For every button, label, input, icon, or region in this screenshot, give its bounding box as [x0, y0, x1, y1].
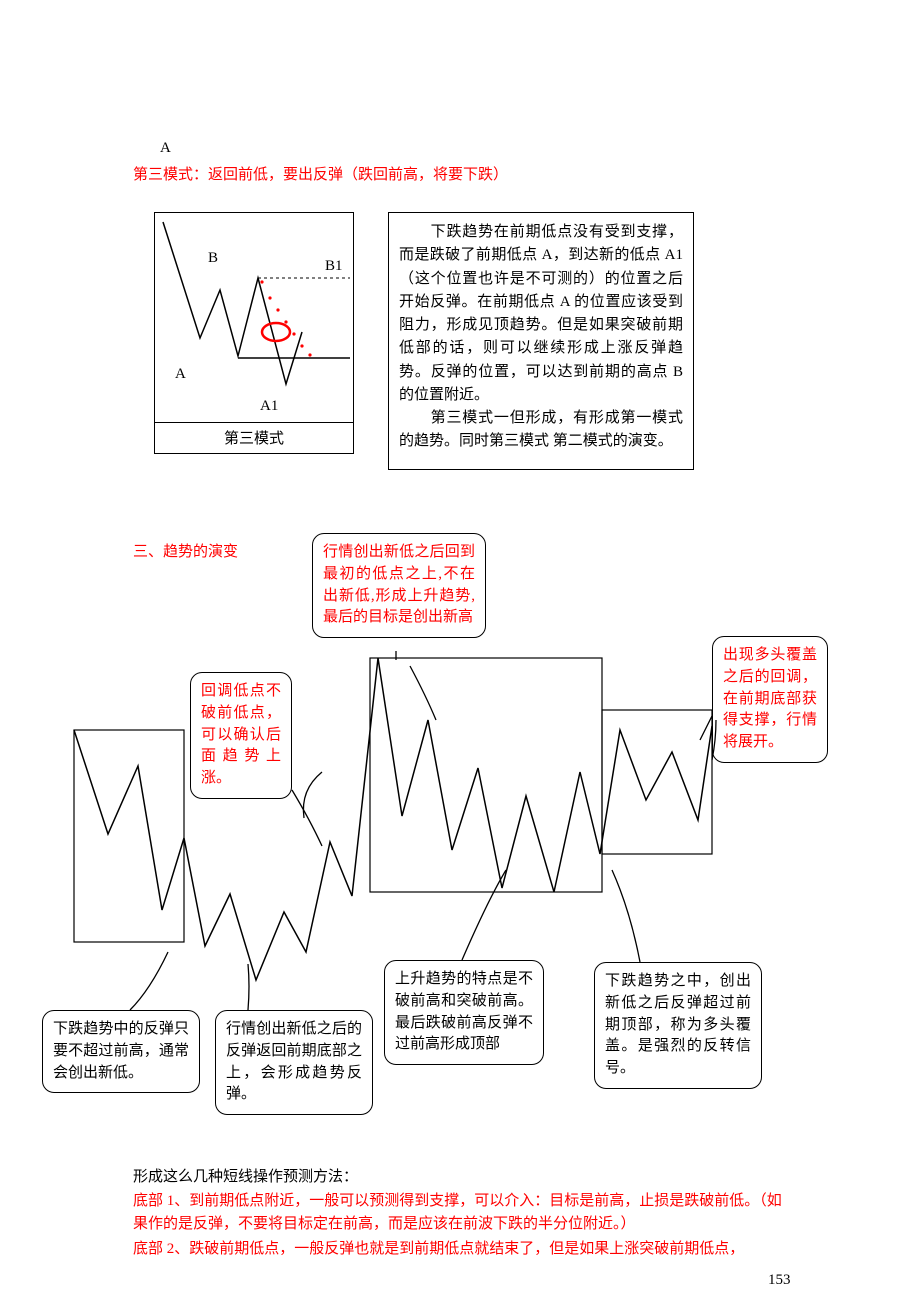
callout-downtrend-rebound: 下跌趋势中的反弹只要不超过前高，通常会创出新低。 — [42, 1010, 200, 1093]
textbox-p1: 下跌趋势在前期低点没有受到支撑，而是跌破了前期低点 A，到达新的低点 A1（这个… — [399, 221, 683, 407]
section-title: 三、趋势的演变 — [133, 540, 238, 561]
bottom-p1: 底部 1、到前期低点附近，一般可以预测得到支撑，可以介入：目标是前高，止损是跌破… — [133, 1190, 783, 1237]
callout-bull-cover-signal: 下跌趋势之中，创出新低之后反弹超过前期顶部，称为多头覆盖。是强烈的反转信号。 — [594, 962, 762, 1089]
page: A 第三模式：返回前低，要出反弹（跌回前高，将要下跌） 第三模式 B B1 A … — [0, 0, 920, 1302]
page-number: 153 — [768, 1272, 791, 1289]
d1-b1: B1 — [325, 258, 343, 275]
callout-bull-cover-support: 出现多头覆盖之后的回调，在前期底部获得支撑，行情将展开。 — [712, 636, 828, 763]
d1-b: B — [208, 250, 218, 267]
textbox-p2: 第三模式一但形成，有形成第一模式的趋势。同时第三模式 第二模式的演变。 — [399, 407, 683, 454]
bottom-p2: 底部 2、跌破前期低点，一般反弹也就是到前期低点就结束了，但是如果上涨突破前期低… — [133, 1238, 783, 1261]
mode-title: 第三模式：返回前低，要出反弹（跌回前高，将要下跌） — [133, 163, 508, 184]
d1-a1: A1 — [260, 398, 278, 415]
callout-newlow-rebound: 行情创出新低之后的反弹返回前期底部之上，会形成趋势反弹。 — [215, 1010, 373, 1115]
callout-new-low-uptrend: 行情创出新低之后回到最初的低点之上,不在出新低,形成上升趋势,最后的目标是创出新… — [312, 533, 486, 638]
callout-pullback-confirm: 回调低点不破前低点，可以确认后面趋势上涨。 — [190, 672, 292, 799]
textbox-explain: 下跌趋势在前期低点没有受到支撑，而是跌破了前期低点 A，到达新的低点 A1（这个… — [388, 212, 694, 470]
diagram1-box — [154, 212, 354, 454]
label-a: A — [160, 140, 171, 157]
diagram1-label: 第三模式 — [154, 422, 354, 454]
d1-a: A — [175, 366, 186, 383]
callout-uptrend-feature: 上升趋势的特点是不破前高和突破前高。最后跌破前高反弹不过前高形成顶部 — [384, 960, 544, 1065]
bottom-heading: 形成这么几种短线操作预测方法： — [133, 1166, 773, 1189]
